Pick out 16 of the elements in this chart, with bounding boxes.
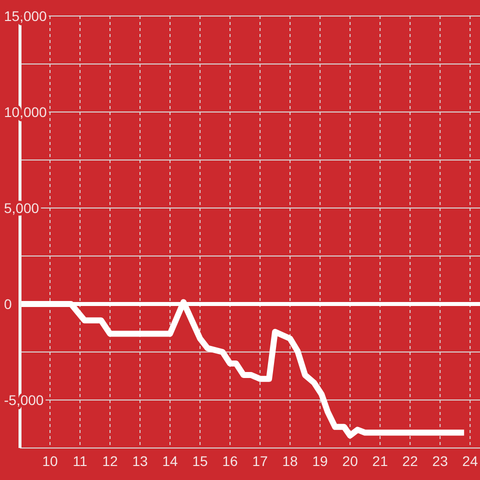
x-tick-label: 16 [222,453,238,469]
x-tick-label: 23 [432,453,448,469]
x-tick-label: 21 [372,453,388,469]
x-tick-label: 20 [342,453,358,469]
y-tick-label: 0 [4,296,12,312]
x-tick-label: 10 [42,453,58,469]
x-tick-label: 18 [282,453,298,469]
x-tick-label: 15 [192,453,208,469]
x-tick-label: 11 [72,453,88,469]
x-tick-label: 22 [402,453,418,469]
x-tick-label: 19 [312,453,328,469]
x-tick-label: 13 [132,453,148,469]
x-tick-label: 17 [252,453,268,469]
x-tick-label: 24 [462,453,478,469]
x-tick-label: 14 [162,453,178,469]
x-tick-label: 12 [102,453,118,469]
